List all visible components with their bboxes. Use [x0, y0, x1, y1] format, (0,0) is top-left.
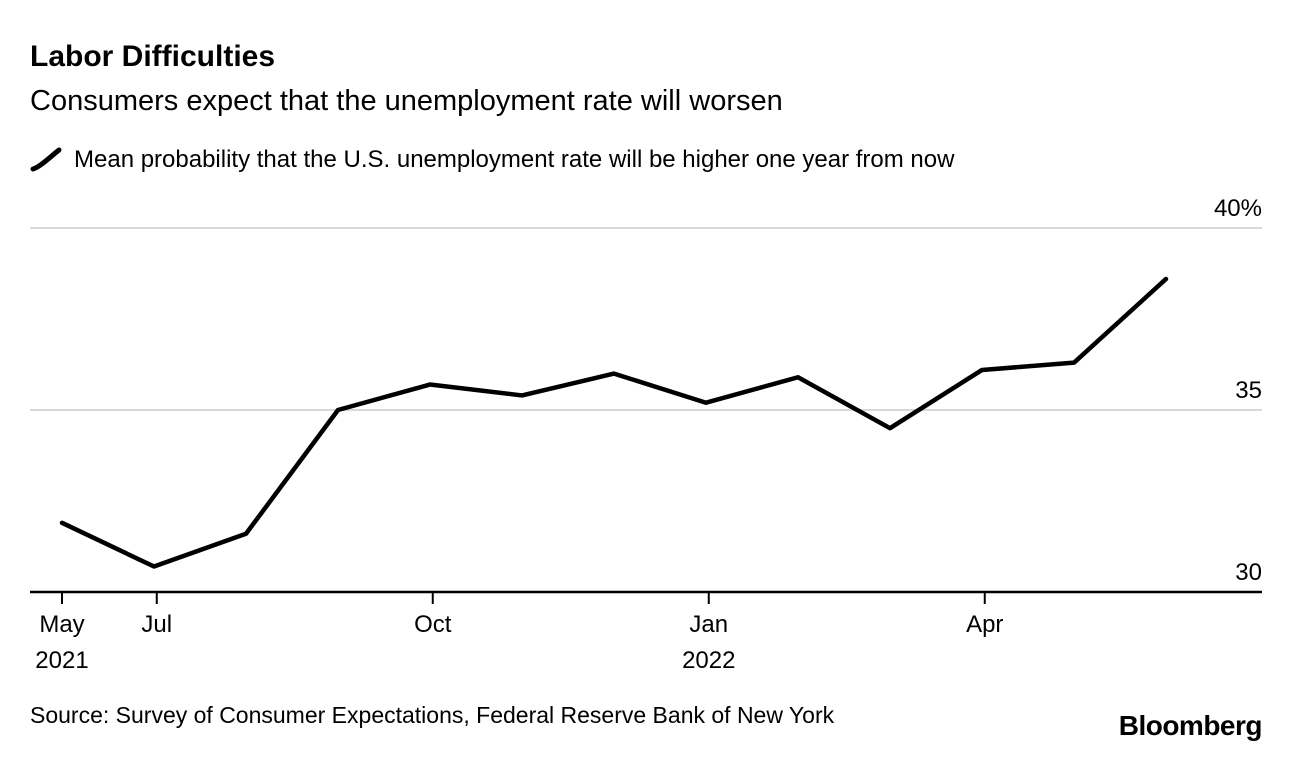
x-axis-label: Apr — [966, 611, 1003, 638]
bloomberg-logo: Bloomberg — [1118, 710, 1263, 741]
y-axis-label: 40% — [1214, 195, 1262, 222]
x-axis-label: May — [39, 611, 84, 638]
source-note: Source: Survey of Consumer Expectations,… — [30, 702, 835, 728]
legend: Mean probability that the U.S. unemploym… — [30, 146, 954, 174]
line-chart: 40% 35 30 May 2021 Jul Oct Jan 2022 Apr — [30, 195, 1262, 674]
legend-label: Mean probability that the U.S. unemploym… — [74, 146, 955, 173]
y-axis-label: 35 — [1235, 377, 1262, 404]
x-axis-label: Oct — [414, 611, 452, 638]
line-series-key-icon — [30, 147, 62, 173]
x-axis-label: Jan — [689, 611, 728, 638]
series-line — [59, 276, 1169, 569]
chart-subtitle: Consumers expect that the unemployment r… — [30, 85, 783, 117]
x-axis-label: 2021 — [35, 647, 88, 674]
y-axis-label: 30 — [1235, 559, 1262, 586]
x-axis-label: Jul — [141, 611, 172, 638]
x-axis-label: 2022 — [682, 647, 735, 674]
chart-title: Labor Difficulties — [30, 40, 276, 73]
